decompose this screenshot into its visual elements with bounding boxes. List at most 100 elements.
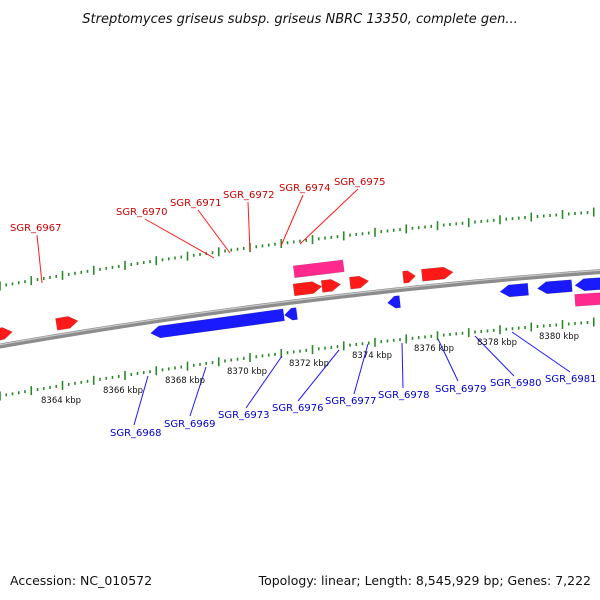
reverse-gene-sgr-6977[interactable] [537, 279, 573, 295]
upper-ruler-tick [267, 243, 270, 247]
lower-ruler-tick [92, 375, 95, 385]
gene-label-sgr-6974[interactable]: SGR_6974 [279, 183, 331, 194]
forward-gene-sgr-6972[interactable] [349, 275, 370, 290]
upper-ruler-tick [199, 252, 201, 256]
lower-ruler-tick [236, 357, 239, 361]
upper-ruler-tick [299, 239, 301, 243]
gene-label-sgr-6967[interactable]: SGR_6967 [10, 223, 62, 234]
backbone-line [0, 269, 600, 349]
upper-ruler-tick [149, 260, 151, 264]
upper-ruler-tick [511, 217, 514, 221]
lower-ruler-tick [549, 323, 551, 327]
lower-ruler-tick [486, 329, 489, 333]
gene-label-sgr-6973[interactable]: SGR_6973 [218, 410, 270, 421]
upper-ruler-tick [5, 283, 8, 287]
lower-ruler-tick [374, 337, 376, 347]
ruler-label-8366: 8366 kbp [103, 386, 143, 396]
lower-ruler-tick [367, 341, 370, 345]
upper-ruler-tick [305, 238, 308, 242]
lower-ruler-tick [474, 330, 476, 334]
gene-label-sgr-6971[interactable]: SGR_6971 [170, 198, 222, 209]
upper-ruler-tick [0, 281, 1, 291]
lower-ruler-tick [361, 342, 364, 346]
lower-ruler-tick [542, 324, 545, 328]
gene-label-sgr-6968[interactable]: SGR_6968 [110, 428, 162, 439]
lower-ruler-tick [417, 336, 420, 340]
upper-ruler-tick [286, 241, 289, 245]
lower-ruler-tick [136, 372, 139, 376]
lower-ruler-tick [586, 321, 589, 325]
lower-ruler-tick [192, 363, 195, 367]
upper-ruler-tick [92, 265, 95, 275]
upper-ruler-tick [80, 270, 83, 274]
forward-gene-sgr-6971[interactable] [320, 278, 342, 293]
lower-ruler-tick [380, 340, 383, 344]
rna-feature-1[interactable] [292, 259, 345, 279]
upper-ruler-tick [330, 235, 333, 239]
lower-ruler-tick [480, 329, 483, 333]
gene-label-sgr-6978[interactable]: SGR_6978 [378, 390, 430, 401]
gene-label-sgr-6981[interactable]: SGR_6981 [545, 374, 597, 385]
upper-ruler-tick [105, 266, 108, 270]
reverse-gene-sgr-6973[interactable] [387, 295, 401, 309]
gene-label-sgr-6969[interactable]: SGR_6969 [164, 419, 216, 430]
lower-ruler-tick [349, 343, 351, 347]
forward-gene-sgr-6970[interactable] [292, 281, 323, 297]
upper-ruler-tick [261, 244, 264, 248]
lower-ruler-tick [105, 376, 108, 380]
forward-gene-sgr-6974[interactable] [402, 270, 417, 284]
upper-ruler-tick [586, 211, 589, 215]
lower-ruler-tick [580, 321, 583, 325]
gene-label-sgr-6977[interactable]: SGR_6977 [325, 396, 377, 407]
lower-ruler-tick [280, 349, 283, 358]
upper-ruler-tick [74, 271, 76, 275]
upper-ruler-tick [555, 213, 558, 217]
lower-ruler-tick [5, 393, 8, 397]
lower-ruler-tick [199, 362, 201, 366]
upper-ruler-tick [280, 239, 283, 248]
upper-ruler-tick [186, 251, 189, 261]
reverse-gene-sgr-6978[interactable] [574, 274, 600, 291]
lower-ruler-tick [386, 339, 389, 343]
upper-ruler-tick [349, 233, 351, 237]
lower-ruler-tick [330, 345, 333, 349]
gene-label-sgr-6980[interactable]: SGR_6980 [490, 378, 542, 389]
reverse-gene-sgr-6976[interactable] [499, 283, 529, 298]
upper-ruler-tick [505, 217, 508, 221]
upper-ruler-tick [592, 207, 595, 217]
gene-label-sgr-6972[interactable]: SGR_6972 [223, 190, 275, 201]
upper-ruler-tick [567, 212, 570, 216]
upper-ruler-tick [386, 229, 389, 233]
lower-ruler-tick [511, 327, 514, 331]
lower-ruler-tick [67, 382, 70, 386]
upper-ruler-tick [242, 246, 245, 250]
lower-ruler-tick [405, 334, 408, 344]
upper-ruler-tick [217, 247, 220, 257]
upper-ruler-tick [461, 221, 464, 225]
upper-ruler-tick [455, 222, 458, 226]
reverse-label-leader-8 [474, 335, 515, 377]
upper-ruler-tick [130, 263, 133, 266]
gene-label-sgr-6979[interactable]: SGR_6979 [435, 384, 487, 395]
lower-ruler-tick [149, 370, 151, 374]
lower-ruler-tick [261, 354, 264, 358]
lower-ruler-tick [36, 388, 39, 392]
upper-ruler-tick [449, 222, 451, 226]
rna-feature-2[interactable] [574, 289, 600, 307]
ruler-label-8370: 8370 kbp [227, 367, 267, 377]
forward-gene-sgr-6975[interactable] [421, 266, 454, 282]
lower-ruler-tick [61, 380, 64, 390]
gene-label-sgr-6970[interactable]: SGR_6970 [116, 207, 168, 218]
reverse-gene-sgr-6968[interactable] [150, 308, 285, 339]
reverse-label-leader-5 [353, 343, 369, 395]
lower-ruler-tick [436, 331, 439, 341]
gene-label-sgr-6975[interactable]: SGR_6975 [334, 177, 386, 188]
upper-ruler-tick [61, 270, 64, 280]
forward-gene-sgr-6966[interactable] [0, 326, 13, 343]
upper-ruler-tick [317, 237, 320, 241]
reverse-gene-sgr-6969[interactable] [284, 307, 298, 321]
forward-gene-sgr-6967[interactable] [55, 315, 79, 331]
ruler-label-8378: 8378 kbp [477, 338, 517, 348]
lower-ruler-tick [86, 379, 89, 383]
gene-label-sgr-6976[interactable]: SGR_6976 [272, 403, 324, 414]
